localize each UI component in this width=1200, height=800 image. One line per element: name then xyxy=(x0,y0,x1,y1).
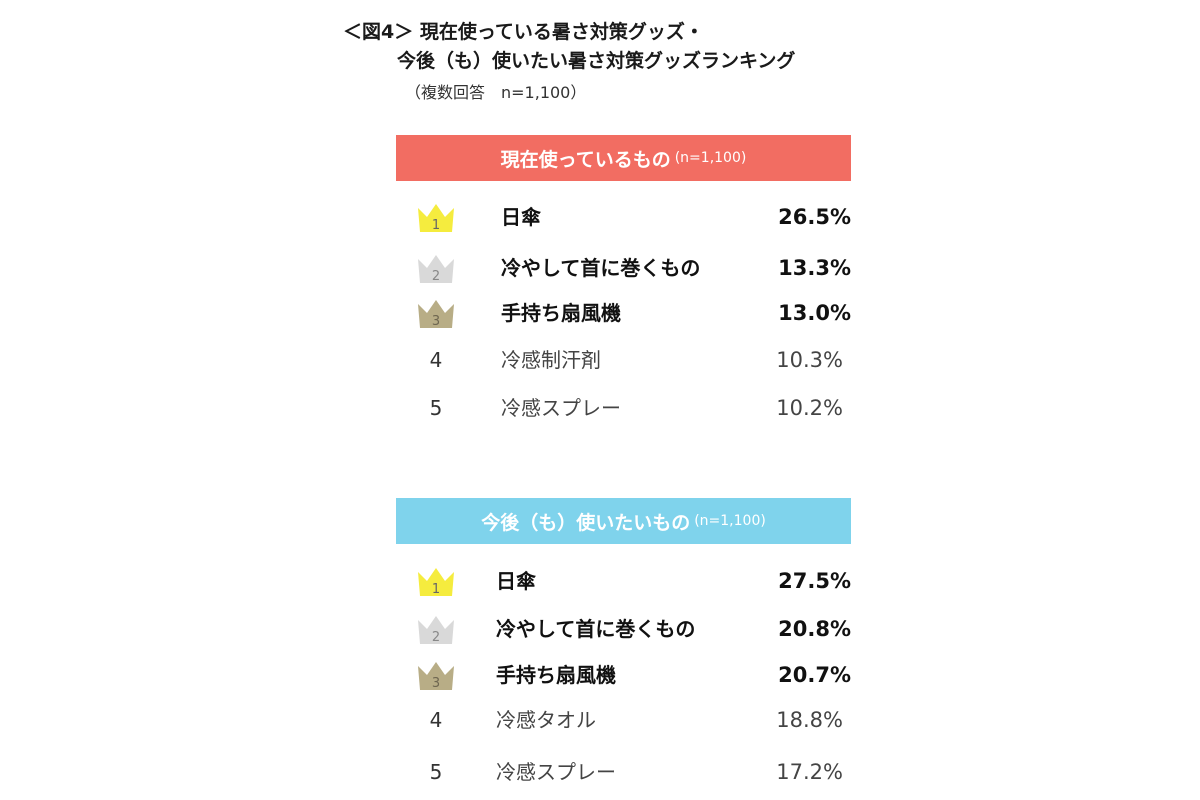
future-rank-row-4: 4 冷感タオル 18.8% xyxy=(396,700,851,740)
future-item-1: 日傘 xyxy=(496,569,536,593)
crown-rank-number: 3 xyxy=(432,676,440,691)
current-rank-row-4: 4 冷感制汗剤 10.3% xyxy=(396,340,851,380)
future-item-2: 冷やして首に巻くもの xyxy=(496,617,696,641)
crown-rank-number: 3 xyxy=(432,314,440,329)
future-section-title: 今後（も）使いたいもの xyxy=(481,511,691,534)
future-item-5: 冷感スプレー xyxy=(496,760,616,784)
current-value-1: 26.5% xyxy=(778,205,851,229)
rank-number: 5 xyxy=(429,396,443,420)
bronze-crown-icon: 3 xyxy=(416,296,456,330)
current-value-3: 13.0% xyxy=(778,301,851,325)
future-rank-row-1: 1 日傘 27.5% xyxy=(396,561,851,601)
current-item-5: 冷感スプレー xyxy=(501,396,621,420)
current-item-3: 手持ち扇風機 xyxy=(501,301,621,325)
crown-rank-number: 1 xyxy=(432,218,440,233)
current-item-2: 冷やして首に巻くもの xyxy=(501,256,701,280)
rank-number: 4 xyxy=(429,708,443,732)
future-item-4: 冷感タオル xyxy=(496,708,596,732)
gold-crown-icon: 1 xyxy=(416,200,456,234)
current-item-1: 日傘 xyxy=(501,205,541,229)
future-value-4: 18.8% xyxy=(776,708,843,732)
chart-title-line2: 今後（も）使いたい暑さ対策グッズランキング xyxy=(397,50,796,72)
future-value-5: 17.2% xyxy=(776,760,843,784)
current-rank-row-2: 2 冷やして首に巻くもの 13.3% xyxy=(396,248,851,288)
silver-crown-icon: 2 xyxy=(416,251,456,285)
current-section-header: 現在使っているもの (n=1,100) xyxy=(396,135,851,181)
current-rank-row-3: 3 手持ち扇風機 13.0% xyxy=(396,293,851,333)
future-value-1: 27.5% xyxy=(778,569,851,593)
future-value-2: 20.8% xyxy=(778,617,851,641)
current-item-4: 冷感制汗剤 xyxy=(501,348,601,372)
future-rank-row-5: 5 冷感スプレー 17.2% xyxy=(396,752,851,792)
current-value-4: 10.3% xyxy=(776,348,843,372)
response-note: （複数回答 n=1,100） xyxy=(405,83,587,102)
future-rank-row-2: 2 冷やして首に巻くもの 20.8% xyxy=(396,609,851,649)
future-item-3: 手持ち扇風機 xyxy=(496,663,616,687)
current-value-2: 13.3% xyxy=(778,256,851,280)
future-value-3: 20.7% xyxy=(778,663,851,687)
future-section-header: 今後（も）使いたいもの (n=1,100) xyxy=(396,498,851,544)
bronze-crown-icon: 3 xyxy=(416,658,456,692)
crown-rank-number: 2 xyxy=(432,269,440,284)
future-rank-row-3: 3 手持ち扇風機 20.7% xyxy=(396,655,851,695)
current-section-title: 現在使っているもの xyxy=(500,148,671,171)
rank-number: 4 xyxy=(429,348,443,372)
rank-number: 5 xyxy=(429,760,443,784)
current-value-5: 10.2% xyxy=(776,396,843,420)
crown-rank-number: 2 xyxy=(432,630,440,645)
crown-rank-number: 1 xyxy=(432,582,440,597)
chart-title-line1: ＜図4＞ 現在使っている暑さ対策グッズ・ xyxy=(343,21,704,43)
future-section-n: (n=1,100) xyxy=(694,513,766,529)
gold-crown-icon: 1 xyxy=(416,564,456,598)
current-rank-row-1: 1 日傘 26.5% xyxy=(396,197,851,237)
silver-crown-icon: 2 xyxy=(416,612,456,646)
current-section-n: (n=1,100) xyxy=(674,150,747,166)
current-rank-row-5: 5 冷感スプレー 10.2% xyxy=(396,388,851,428)
